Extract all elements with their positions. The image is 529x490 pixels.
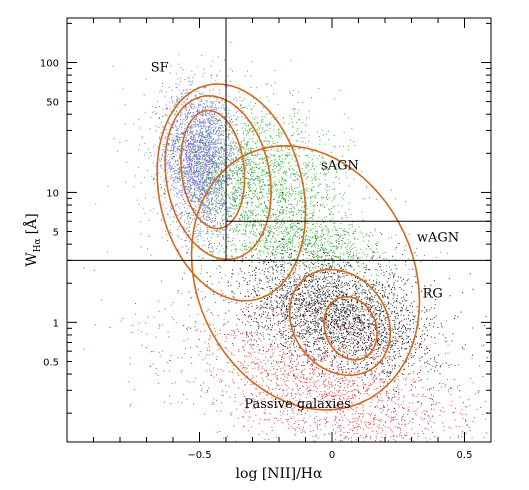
x-tick-label: −0.5 (187, 450, 211, 461)
y-tick-label: 50 (46, 98, 59, 109)
x-tick-label: 0.5 (457, 450, 473, 461)
contour-line-3 (156, 83, 307, 302)
y-tick-label: 100 (40, 58, 59, 69)
x-axis-label: log [NII]/Hα (236, 466, 323, 482)
contour-line-2 (164, 94, 272, 261)
region-label: sAGN (321, 159, 359, 174)
contour-line-1 (180, 109, 246, 230)
y-tick-label: 0.5 (43, 357, 59, 368)
region-label: SF (151, 61, 169, 76)
classification-dividers (67, 18, 491, 261)
region-label: RG (423, 287, 443, 302)
y-axis-label-subscript: Hα (33, 238, 43, 252)
region-label: Passive galaxies (244, 397, 350, 412)
series-points-sagn (95, 56, 406, 333)
series-points-rg (181, 192, 491, 426)
y-tick-label: 5 (53, 228, 59, 239)
contour-line-5 (288, 268, 392, 377)
axis-ticks: −0.5 0 0.5 0.5 1 5 10 50 100 (40, 18, 492, 461)
y-axis-label-unit: [Å] (22, 213, 40, 234)
series-points-sf (124, 42, 268, 306)
region-label: wAGN (417, 230, 459, 245)
region-labels: SF sAGN wAGN RG Passive galaxies (151, 61, 459, 412)
contour-line-6 (190, 144, 421, 411)
x-tick-label: 0 (329, 450, 335, 461)
y-axis-label: WHα [Å] (22, 213, 43, 266)
y-tick-label: 10 (46, 188, 59, 199)
y-axis-label-main: W (24, 252, 40, 267)
contour-line-4 (323, 295, 378, 361)
y-tick-label: 1 (53, 318, 59, 329)
density-contours-layer (156, 83, 421, 411)
